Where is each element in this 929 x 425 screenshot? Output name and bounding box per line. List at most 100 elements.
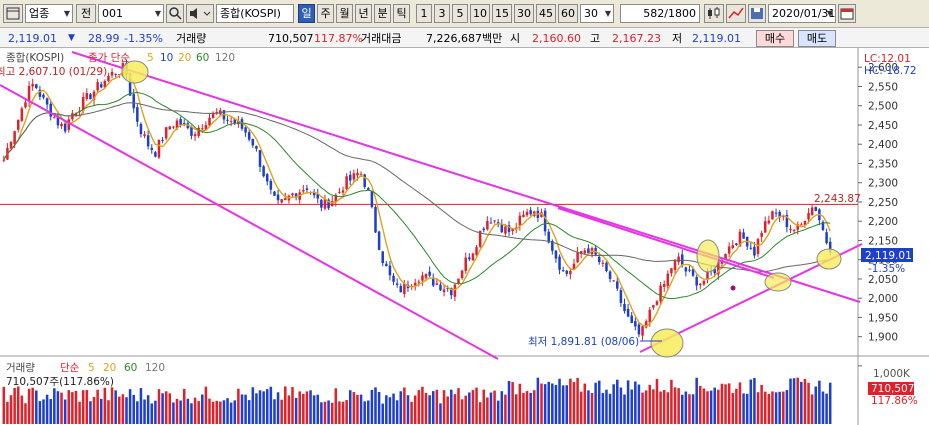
volume-bar <box>399 391 403 424</box>
volume-bar <box>284 386 287 424</box>
volume-bar <box>536 377 540 424</box>
sell-button[interactable]: 매도 <box>798 30 836 47</box>
volume-bar <box>763 391 767 424</box>
candle-body <box>713 269 716 274</box>
price-axis-tick-label: 2,550 <box>868 81 898 93</box>
volume-bar <box>114 390 117 424</box>
volume-bar <box>745 393 749 424</box>
volume-bar <box>388 397 392 424</box>
volume-bar <box>818 380 821 424</box>
interval-button-10[interactable]: 10 <box>470 4 490 23</box>
candle-body <box>641 326 644 336</box>
lc-label: LC:12.01 <box>864 53 911 65</box>
change-down-icon: ▼ <box>68 33 75 43</box>
candle-body <box>359 173 363 175</box>
candle-body <box>348 174 352 181</box>
candle-body <box>417 281 421 283</box>
volume-bar <box>792 378 796 424</box>
price-chart[interactable]: 1,9001,9502,0002,0502,1002,1502,2002,250… <box>0 48 929 425</box>
volume-bar <box>6 401 9 424</box>
volume-pct-tag: 117.86% <box>871 395 918 407</box>
current-price-tag: 2,119.01 <box>865 250 912 262</box>
volume-bar <box>320 402 323 424</box>
period-tab-day[interactable]: 일 <box>298 4 315 23</box>
candle-body <box>363 174 366 188</box>
period-tab-tick[interactable]: 틱 <box>393 4 410 23</box>
volume-bar <box>442 390 446 424</box>
drawing-tool-icon[interactable] <box>726 4 746 23</box>
candle-body <box>128 73 132 96</box>
volume-bar <box>208 398 211 424</box>
volume-bar <box>706 391 709 424</box>
interval-button-60[interactable]: 60 <box>558 4 578 23</box>
candle-body <box>518 215 522 226</box>
candle-body <box>269 180 273 190</box>
interval-button-1[interactable]: 1 <box>416 4 432 23</box>
interval-button-30[interactable]: 30 <box>514 4 534 23</box>
sound-icon[interactable] <box>186 4 214 23</box>
volume-bar <box>478 402 482 424</box>
candle-body <box>468 257 471 260</box>
volume-bar <box>294 397 298 424</box>
volume-bar <box>594 382 597 424</box>
interval-button-45[interactable]: 45 <box>536 4 556 23</box>
legend-ma60: 60 <box>196 52 209 64</box>
neckline-trendline[interactable] <box>557 207 775 279</box>
price-legend-series: 종가 단순 <box>88 52 130 64</box>
buy-button[interactable]: 매수 <box>756 30 794 47</box>
candle-body <box>35 84 38 89</box>
interval-button-15[interactable]: 15 <box>492 4 512 23</box>
upper-channel-trendline[interactable] <box>71 51 861 303</box>
candle-body <box>45 98 49 105</box>
lower-channel-trendline[interactable] <box>0 84 499 360</box>
code-input[interactable]: 001 <box>98 4 164 23</box>
volume-bar <box>514 394 518 424</box>
volume-bar <box>507 381 511 424</box>
volume-bar <box>262 391 265 424</box>
candle-body <box>255 146 258 149</box>
volume-bar <box>2 386 6 424</box>
volume-bar <box>496 400 500 424</box>
volume-bar <box>240 394 244 424</box>
candle-body <box>756 239 760 254</box>
current-point-highlight <box>816 248 842 270</box>
candle-body <box>385 263 388 267</box>
market-select[interactable]: 업종 <box>25 4 73 23</box>
volume-bar <box>179 400 182 424</box>
volume-bar <box>547 381 550 424</box>
volume-bar <box>464 395 467 424</box>
price-axis-tick-label: 2,200 <box>868 216 898 228</box>
price-axis-tick-label: 2,000 <box>868 293 898 305</box>
candle-body <box>374 207 377 233</box>
save-icon[interactable] <box>748 4 766 23</box>
volume-bar <box>406 395 410 424</box>
period-tab-year[interactable]: 년 <box>355 4 372 23</box>
volume-bar <box>27 388 31 424</box>
volume-bar <box>619 387 623 424</box>
period-tab-minute[interactable]: 분 <box>374 4 391 23</box>
interval-button-3[interactable]: 3 <box>434 4 450 23</box>
candle-type-icon[interactable] <box>704 4 724 23</box>
candle-body <box>312 193 316 196</box>
search-icon[interactable] <box>166 4 184 23</box>
volume-bar <box>540 383 543 424</box>
candle-body <box>684 267 688 272</box>
candle-body <box>457 278 460 284</box>
period-tab-week[interactable]: 주 <box>317 4 334 23</box>
interval-input[interactable]: 30 <box>580 4 614 23</box>
layout-icon[interactable] <box>3 4 23 23</box>
volume-bar <box>89 401 92 424</box>
market-button[interactable]: 전 <box>76 4 96 23</box>
candle-body <box>789 228 792 230</box>
date-input[interactable]: 2020/01/31 <box>768 4 836 23</box>
calendar-icon[interactable] <box>838 4 856 23</box>
candle-body <box>446 288 449 290</box>
volume-bar <box>569 378 572 424</box>
period-tab-month[interactable]: 월 <box>336 4 353 23</box>
candle-body <box>316 193 320 199</box>
volume-bar <box>92 396 96 424</box>
interval-button-5[interactable]: 5 <box>452 4 468 23</box>
candle-body <box>782 215 785 217</box>
candle-body <box>612 280 615 282</box>
volume-bar <box>659 391 662 424</box>
